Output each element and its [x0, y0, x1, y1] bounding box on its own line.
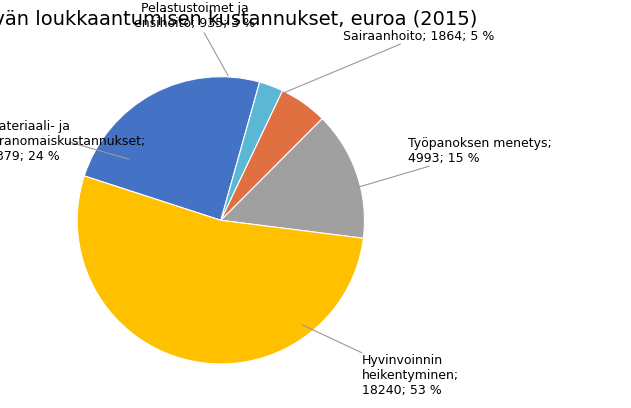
- Text: Pelastustoimet ja
ensihoito; 935; 3 %: Pelastustoimet ja ensihoito; 935; 3 %: [134, 2, 256, 76]
- Wedge shape: [221, 119, 365, 238]
- Text: Materiaali- ja
viranomaiskustannukset;
8379; 24 %: Materiaali- ja viranomaiskustannukset; 8…: [0, 120, 145, 163]
- Wedge shape: [85, 77, 259, 220]
- Wedge shape: [77, 176, 363, 364]
- Title: Lievän loukkaantumisen kustannukset, euroa (2015): Lievän loukkaantumisen kustannukset, eur…: [0, 9, 477, 28]
- Text: Työpanoksen menetys;
4993; 15 %: Työpanoksen menetys; 4993; 15 %: [356, 137, 551, 188]
- Wedge shape: [221, 82, 283, 220]
- Wedge shape: [221, 91, 322, 220]
- Text: Hyvinvoinnin
heikentyminen;
18240; 53 %: Hyvinvoinnin heikentyminen; 18240; 53 %: [302, 325, 459, 397]
- Text: Sairaanhoito; 1864; 5 %: Sairaanhoito; 1864; 5 %: [284, 30, 494, 93]
